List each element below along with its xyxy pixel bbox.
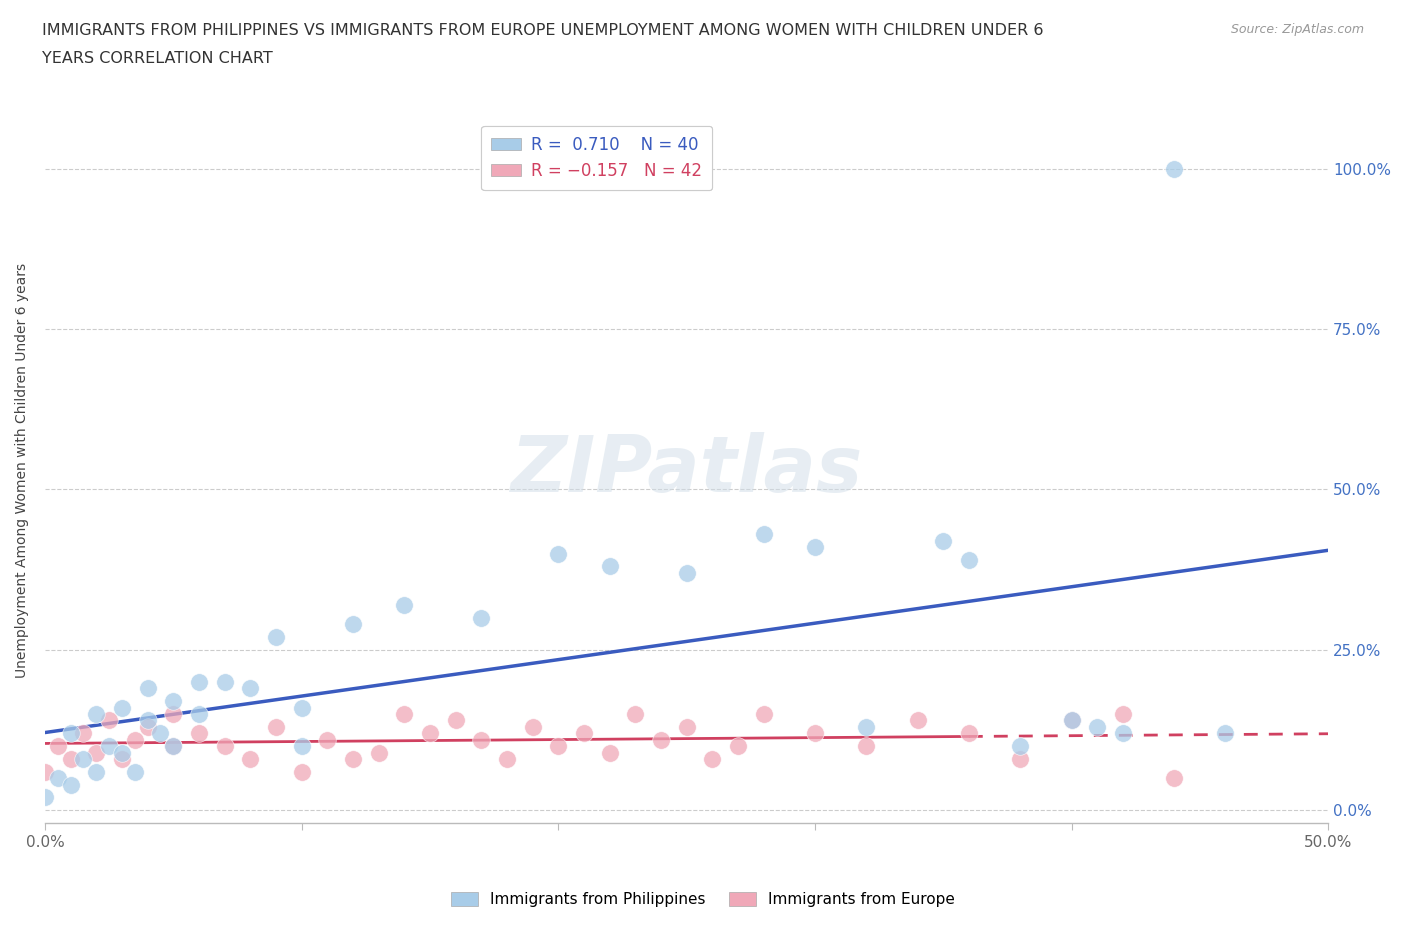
Point	[214, 738, 236, 753]
Point	[1163, 771, 1185, 786]
Point	[149, 725, 172, 740]
Point	[650, 732, 672, 747]
Point	[599, 559, 621, 574]
Point	[162, 707, 184, 722]
Point	[124, 732, 146, 747]
Point	[111, 700, 134, 715]
Point	[957, 552, 980, 567]
Point	[394, 707, 416, 722]
Point	[855, 720, 877, 735]
Point	[136, 681, 159, 696]
Point	[291, 764, 314, 779]
Point	[444, 713, 467, 728]
Point	[84, 745, 107, 760]
Point	[1060, 713, 1083, 728]
Point	[727, 738, 749, 753]
Legend: Immigrants from Philippines, Immigrants from Europe: Immigrants from Philippines, Immigrants …	[444, 885, 962, 913]
Text: YEARS CORRELATION CHART: YEARS CORRELATION CHART	[42, 51, 273, 66]
Point	[291, 700, 314, 715]
Point	[162, 694, 184, 709]
Point	[162, 738, 184, 753]
Point	[84, 707, 107, 722]
Point	[239, 751, 262, 766]
Point	[46, 771, 69, 786]
Point	[957, 725, 980, 740]
Point	[264, 720, 287, 735]
Point	[291, 738, 314, 753]
Point	[1163, 161, 1185, 176]
Point	[124, 764, 146, 779]
Point	[367, 745, 389, 760]
Point	[599, 745, 621, 760]
Point	[496, 751, 519, 766]
Point	[98, 713, 121, 728]
Point	[675, 565, 697, 580]
Point	[752, 707, 775, 722]
Point	[470, 732, 492, 747]
Point	[342, 751, 364, 766]
Point	[72, 725, 94, 740]
Point	[804, 539, 827, 554]
Point	[136, 720, 159, 735]
Point	[111, 745, 134, 760]
Point	[342, 617, 364, 631]
Point	[419, 725, 441, 740]
Point	[1085, 720, 1108, 735]
Point	[907, 713, 929, 728]
Text: IMMIGRANTS FROM PHILIPPINES VS IMMIGRANTS FROM EUROPE UNEMPLOYMENT AMONG WOMEN W: IMMIGRANTS FROM PHILIPPINES VS IMMIGRANT…	[42, 23, 1043, 38]
Point	[752, 527, 775, 542]
Point	[98, 738, 121, 753]
Point	[1215, 725, 1237, 740]
Point	[1060, 713, 1083, 728]
Point	[675, 720, 697, 735]
Point	[1010, 738, 1032, 753]
Y-axis label: Unemployment Among Women with Children Under 6 years: Unemployment Among Women with Children U…	[15, 262, 30, 678]
Point	[59, 777, 82, 792]
Point	[264, 630, 287, 644]
Point	[239, 681, 262, 696]
Text: Source: ZipAtlas.com: Source: ZipAtlas.com	[1230, 23, 1364, 36]
Point	[470, 610, 492, 625]
Point	[572, 725, 595, 740]
Point	[932, 533, 955, 548]
Point	[1112, 725, 1135, 740]
Point	[1112, 707, 1135, 722]
Point	[59, 725, 82, 740]
Point	[34, 790, 56, 804]
Legend: R =  0.710    N = 40, R = −0.157   N = 42: R = 0.710 N = 40, R = −0.157 N = 42	[481, 126, 713, 190]
Text: ZIPatlas: ZIPatlas	[510, 432, 863, 508]
Point	[72, 751, 94, 766]
Point	[522, 720, 544, 735]
Point	[547, 546, 569, 561]
Point	[804, 725, 827, 740]
Point	[188, 674, 211, 689]
Point	[316, 732, 339, 747]
Point	[136, 713, 159, 728]
Point	[46, 738, 69, 753]
Point	[162, 738, 184, 753]
Point	[188, 725, 211, 740]
Point	[702, 751, 724, 766]
Point	[84, 764, 107, 779]
Point	[34, 764, 56, 779]
Point	[624, 707, 647, 722]
Point	[59, 751, 82, 766]
Point	[1010, 751, 1032, 766]
Point	[214, 674, 236, 689]
Point	[188, 707, 211, 722]
Point	[111, 751, 134, 766]
Point	[547, 738, 569, 753]
Point	[855, 738, 877, 753]
Point	[394, 597, 416, 612]
